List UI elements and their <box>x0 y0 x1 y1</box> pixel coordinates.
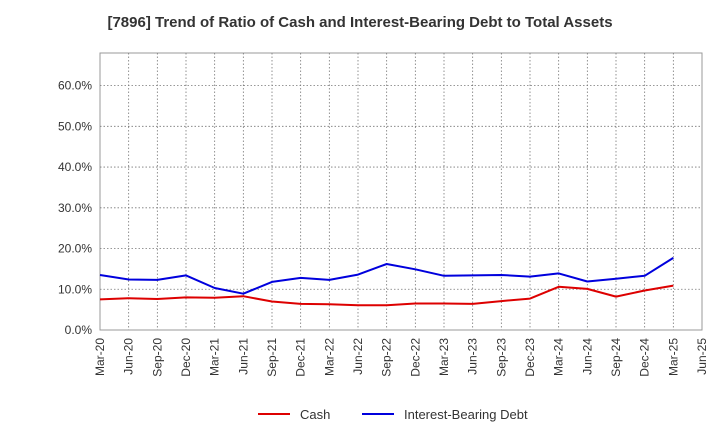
x-tick-label: Jun-21 <box>236 338 250 375</box>
x-tick-label: Jun-23 <box>466 338 480 375</box>
plot-area-border <box>99 52 703 331</box>
x-tick-label: Sep-22 <box>380 338 394 377</box>
x-tick-label: Mar-25 <box>666 338 680 376</box>
series-line-interest-bearing-debt <box>99 257 674 295</box>
x-tick-label: Mar-20 <box>93 338 107 376</box>
legend-label: Interest-Bearing Debt <box>404 407 528 422</box>
x-tick-label: Jun-25 <box>695 338 709 375</box>
y-tick-label: 10.0% <box>58 282 92 296</box>
y-tick-label: 50.0% <box>58 119 92 133</box>
x-tick-label: Mar-24 <box>552 338 566 376</box>
x-tick-label: Sep-21 <box>265 338 279 377</box>
y-tick-label: 30.0% <box>58 201 92 215</box>
x-tick-label: Mar-22 <box>322 338 336 376</box>
x-tick-label: Mar-23 <box>437 338 451 376</box>
y-tick-label: 60.0% <box>58 79 92 93</box>
x-tick-label: Dec-22 <box>408 338 422 377</box>
x-tick-label: Sep-24 <box>609 338 623 377</box>
x-tick-label: Jun-22 <box>351 338 365 375</box>
x-tick-label: Dec-20 <box>179 338 193 377</box>
y-tick-label: 0.0% <box>65 323 93 337</box>
y-tick-label: 40.0% <box>58 160 92 174</box>
legend-label: Cash <box>300 407 330 422</box>
x-tick-label: Dec-23 <box>523 338 537 377</box>
chart-title: [7896] Trend of Ratio of Cash and Intere… <box>107 14 613 31</box>
x-tick-label: Jun-20 <box>122 338 136 375</box>
series-line-cash <box>99 284 674 307</box>
x-tick-label: Dec-24 <box>638 338 652 377</box>
x-tick-label: Jun-24 <box>580 338 594 375</box>
x-tick-label: Sep-20 <box>150 338 164 377</box>
x-tick-label: Sep-23 <box>494 338 508 377</box>
x-tick-label: Dec-21 <box>294 338 308 377</box>
x-tick-label: Mar-21 <box>208 338 222 376</box>
y-tick-label: 20.0% <box>58 242 92 256</box>
